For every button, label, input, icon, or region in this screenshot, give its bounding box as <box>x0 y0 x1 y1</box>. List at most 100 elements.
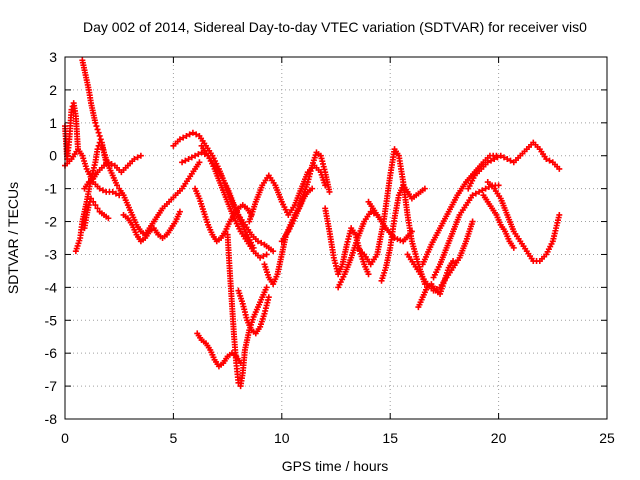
series-arc-5 <box>81 152 144 192</box>
data-point <box>408 228 415 235</box>
data-point <box>105 159 112 166</box>
series-arc-6 <box>81 195 112 232</box>
data-point <box>92 202 99 209</box>
data-point <box>85 202 92 209</box>
data-point-interp <box>488 157 495 164</box>
y-tick-label: -2 <box>45 214 58 230</box>
series-arc-14 <box>224 231 270 390</box>
grid-layer <box>65 57 607 419</box>
data-point-interp <box>188 154 195 161</box>
series-arc-16 <box>246 162 329 225</box>
data-point <box>263 251 270 258</box>
data-point <box>254 238 261 245</box>
data-point-interp <box>260 253 267 260</box>
data-point <box>482 185 489 192</box>
data-point <box>198 149 205 156</box>
x-tick-label: 15 <box>382 430 398 446</box>
series-arc-30 <box>365 198 415 245</box>
data-point <box>469 192 476 199</box>
series-arc-3 <box>72 139 121 255</box>
series-arc-28 <box>484 179 563 265</box>
data-point-interp <box>95 129 102 136</box>
data-point <box>109 188 116 195</box>
data-point-interp <box>472 190 479 197</box>
plot-frame <box>64 56 608 420</box>
data-point <box>94 126 101 133</box>
data-point <box>556 211 563 218</box>
data-point <box>176 208 183 215</box>
series-arc-27 <box>465 139 563 192</box>
data-point <box>92 119 99 126</box>
y-tick-label: -8 <box>45 411 58 427</box>
data-point-interp <box>546 157 553 164</box>
y-tick-label: -7 <box>45 378 58 394</box>
data-point <box>504 156 511 163</box>
series-arc-15 <box>235 287 272 337</box>
data-point <box>183 132 190 139</box>
x-axis-label: GPS time / hours <box>282 458 389 474</box>
data-point-interp <box>93 123 100 130</box>
data-point-interp <box>99 187 106 194</box>
y-tick-label: -5 <box>45 312 58 328</box>
series-arc-11 <box>192 185 255 245</box>
data-point <box>257 254 264 261</box>
data-point-interp <box>180 134 187 141</box>
data-point <box>556 165 563 172</box>
data-point <box>421 185 428 192</box>
data-point <box>131 156 138 163</box>
series-arc-18 <box>278 149 333 245</box>
data-point-interp <box>501 154 508 161</box>
y-tick-label: -6 <box>45 345 58 361</box>
data-point-interp <box>108 160 115 167</box>
data-point-interp <box>97 136 104 143</box>
series-arc-7 <box>116 159 203 238</box>
data-point-interp <box>479 187 486 194</box>
series-arc-25 <box>419 152 500 268</box>
data-point <box>491 156 498 163</box>
data-point <box>114 182 121 189</box>
data-point <box>510 244 517 251</box>
data-point <box>309 185 316 192</box>
data-point <box>263 284 270 291</box>
data-point <box>365 271 372 278</box>
data-point-interp <box>507 157 514 164</box>
data-point <box>88 195 95 202</box>
series-arc-4 <box>79 57 110 166</box>
data-point <box>176 136 183 143</box>
y-tick-label: 3 <box>49 49 57 65</box>
series-arc-29 <box>480 192 517 251</box>
data-markers <box>62 57 563 390</box>
data-point <box>497 152 504 159</box>
x-tick-label: 25 <box>599 430 615 446</box>
data-point-interp <box>186 131 193 138</box>
data-point-interp <box>182 157 189 164</box>
data-point <box>105 215 112 222</box>
data-point <box>94 205 101 212</box>
y-tick-labels: -8 -7 -6 -5 -4 -3 -2 -1 0 1 2 3 <box>45 49 58 427</box>
data-point <box>250 244 257 251</box>
chart-title: Day 002 of 2014, Sidereal Day-to-day VTE… <box>83 19 587 35</box>
data-point <box>326 188 333 195</box>
data-point <box>265 294 272 301</box>
data-point <box>179 159 186 166</box>
data-point-interp <box>394 236 401 243</box>
series-arc-8 <box>120 208 183 245</box>
x-tick-label: 10 <box>274 430 290 446</box>
data-point <box>495 182 502 189</box>
series-arc-10 <box>179 149 270 261</box>
data-point <box>137 152 144 159</box>
y-tick-label: 0 <box>49 148 57 164</box>
x-tick-label: 5 <box>170 430 178 446</box>
data-point <box>90 198 97 205</box>
data-point <box>543 156 550 163</box>
series-arc-17 <box>261 185 316 288</box>
data-point <box>270 248 277 255</box>
y-tick-label: -4 <box>45 279 58 295</box>
x-tick-labels: 0 5 10 15 20 25 <box>61 430 615 446</box>
data-point-interp <box>195 151 202 158</box>
data-point <box>391 235 398 241</box>
data-point <box>484 159 491 166</box>
data-point <box>96 132 103 139</box>
x-tick-label: 20 <box>491 430 507 446</box>
y-axis-label: SDTVAR / TECUs <box>5 182 21 294</box>
